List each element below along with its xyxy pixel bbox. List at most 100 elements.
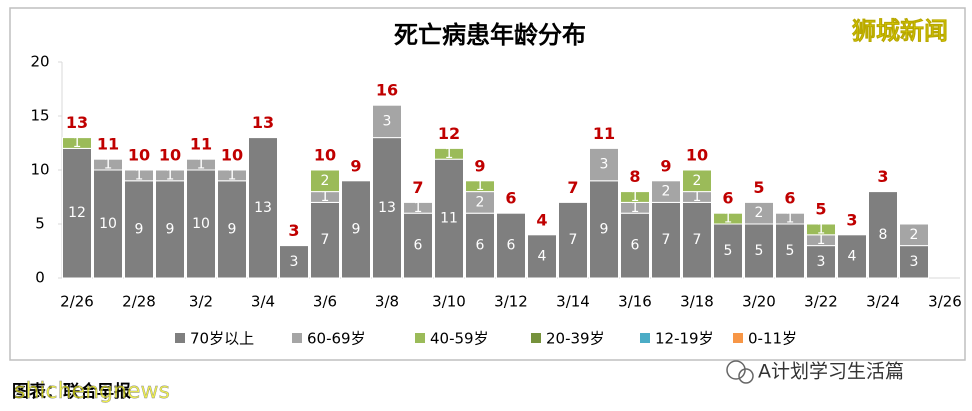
segment-label: 7 [321,232,330,248]
legend-swatch [733,333,743,343]
bar-segment [434,147,464,160]
total-label: 4 [536,210,547,229]
segment-label: 7 [693,232,702,248]
bar-segment [186,158,216,171]
total-label: 6 [784,189,795,208]
x-tick-label: 3/12 [494,293,528,311]
x-tick-label: 3/6 [313,293,337,311]
segment-label: 7 [569,232,578,248]
total-label: 7 [567,178,578,197]
total-label: 6 [722,189,733,208]
wechat-icon [726,360,746,380]
segment-label: 5 [724,243,733,259]
x-tick-label: 3/20 [742,293,776,311]
segment-label: 9 [166,221,175,237]
total-label: 5 [815,200,826,219]
bar-segment [372,137,402,279]
bar-segment [155,169,185,182]
y-tick-label: 15 [30,107,49,125]
segment-label: 1 [724,211,733,227]
total-label: 10 [221,146,243,165]
bar-segment [310,169,340,193]
segment-label: 2 [755,205,764,221]
total-label: 11 [593,124,615,143]
x-tick-label: 3/18 [680,293,714,311]
watermark: 狮城新闻 [852,17,948,45]
bar-segment [651,180,681,203]
segment-label: 6 [476,238,485,254]
x-tick-label: 3/16 [618,293,652,311]
segment-label: 1 [321,189,330,205]
bar-segment [744,201,774,225]
segment-label: 8 [879,227,888,243]
bar-segment [496,212,526,279]
total-label: 3 [288,221,299,240]
wechat-icon [738,368,754,384]
segment-label: 4 [538,248,547,264]
bar-segment [868,191,898,279]
segment-label: 2 [321,173,330,189]
legend-swatch [292,333,302,343]
bar-segment [806,245,836,279]
total-label: 3 [877,167,888,186]
total-label: 11 [97,135,119,154]
x-tick-label: 3/4 [251,293,275,311]
total-label: 12 [438,124,460,143]
total-label: 13 [66,113,88,132]
segment-label: 1 [228,167,237,183]
total-label: 16 [376,81,398,100]
x-tick-label: 2/28 [122,293,156,311]
total-label: 10 [159,146,181,165]
segment-label: 1 [73,135,82,151]
total-label: 5 [753,178,764,197]
bar-segment [651,201,681,279]
legend-swatch [175,333,185,343]
segment-label: 13 [254,200,272,216]
segment-label: 1 [786,211,795,227]
bar-segment [775,212,805,225]
segment-label: 1 [445,146,454,162]
segment-label: 1 [197,157,206,173]
bar-segment [899,223,929,247]
total-label: 9 [660,156,671,175]
segment-label: 5 [755,243,764,259]
x-tick-label: 3/2 [189,293,213,311]
segment-label: 3 [383,113,392,129]
x-tick-label: 3/24 [866,293,900,311]
source: 图表：联合早报 [12,381,131,402]
bar-segment [527,234,557,279]
total-label: 11 [190,135,212,154]
x-tick-label: 2/26 [60,293,94,311]
total-label: 10 [314,146,336,165]
legend-label: 60-69岁 [307,330,366,348]
segment-label: 1 [135,167,144,183]
bar-segment [62,137,92,149]
x-tick-label: 3/22 [804,293,838,311]
bar-segment [403,212,433,279]
total-label: 10 [128,146,150,165]
segment-label: 7 [662,232,671,248]
segment-label: 1 [817,232,826,248]
total-label: 8 [629,167,640,186]
segment-label: 13 [378,200,396,216]
segment-label: 1 [476,178,485,194]
y-tick-label: 10 [30,161,49,179]
bar-segment [465,180,495,193]
segment-label: 1 [631,189,640,205]
y-tick-label: 20 [30,53,49,71]
bar-segment [62,147,92,279]
segment-label: 6 [414,238,423,254]
bar-segment [899,245,929,279]
total-label: 6 [505,189,516,208]
total-label: 3 [846,210,857,229]
overlay-text: shichengnews [14,379,170,404]
legend-label: 40-59岁 [430,330,489,348]
x-tick-label: 3/8 [375,293,399,311]
segment-label: 1 [693,189,702,205]
bar-segment [806,223,836,236]
segment-label: 10 [192,216,210,232]
segment-label: 2 [693,173,702,189]
segment-label: 3 [817,254,826,270]
